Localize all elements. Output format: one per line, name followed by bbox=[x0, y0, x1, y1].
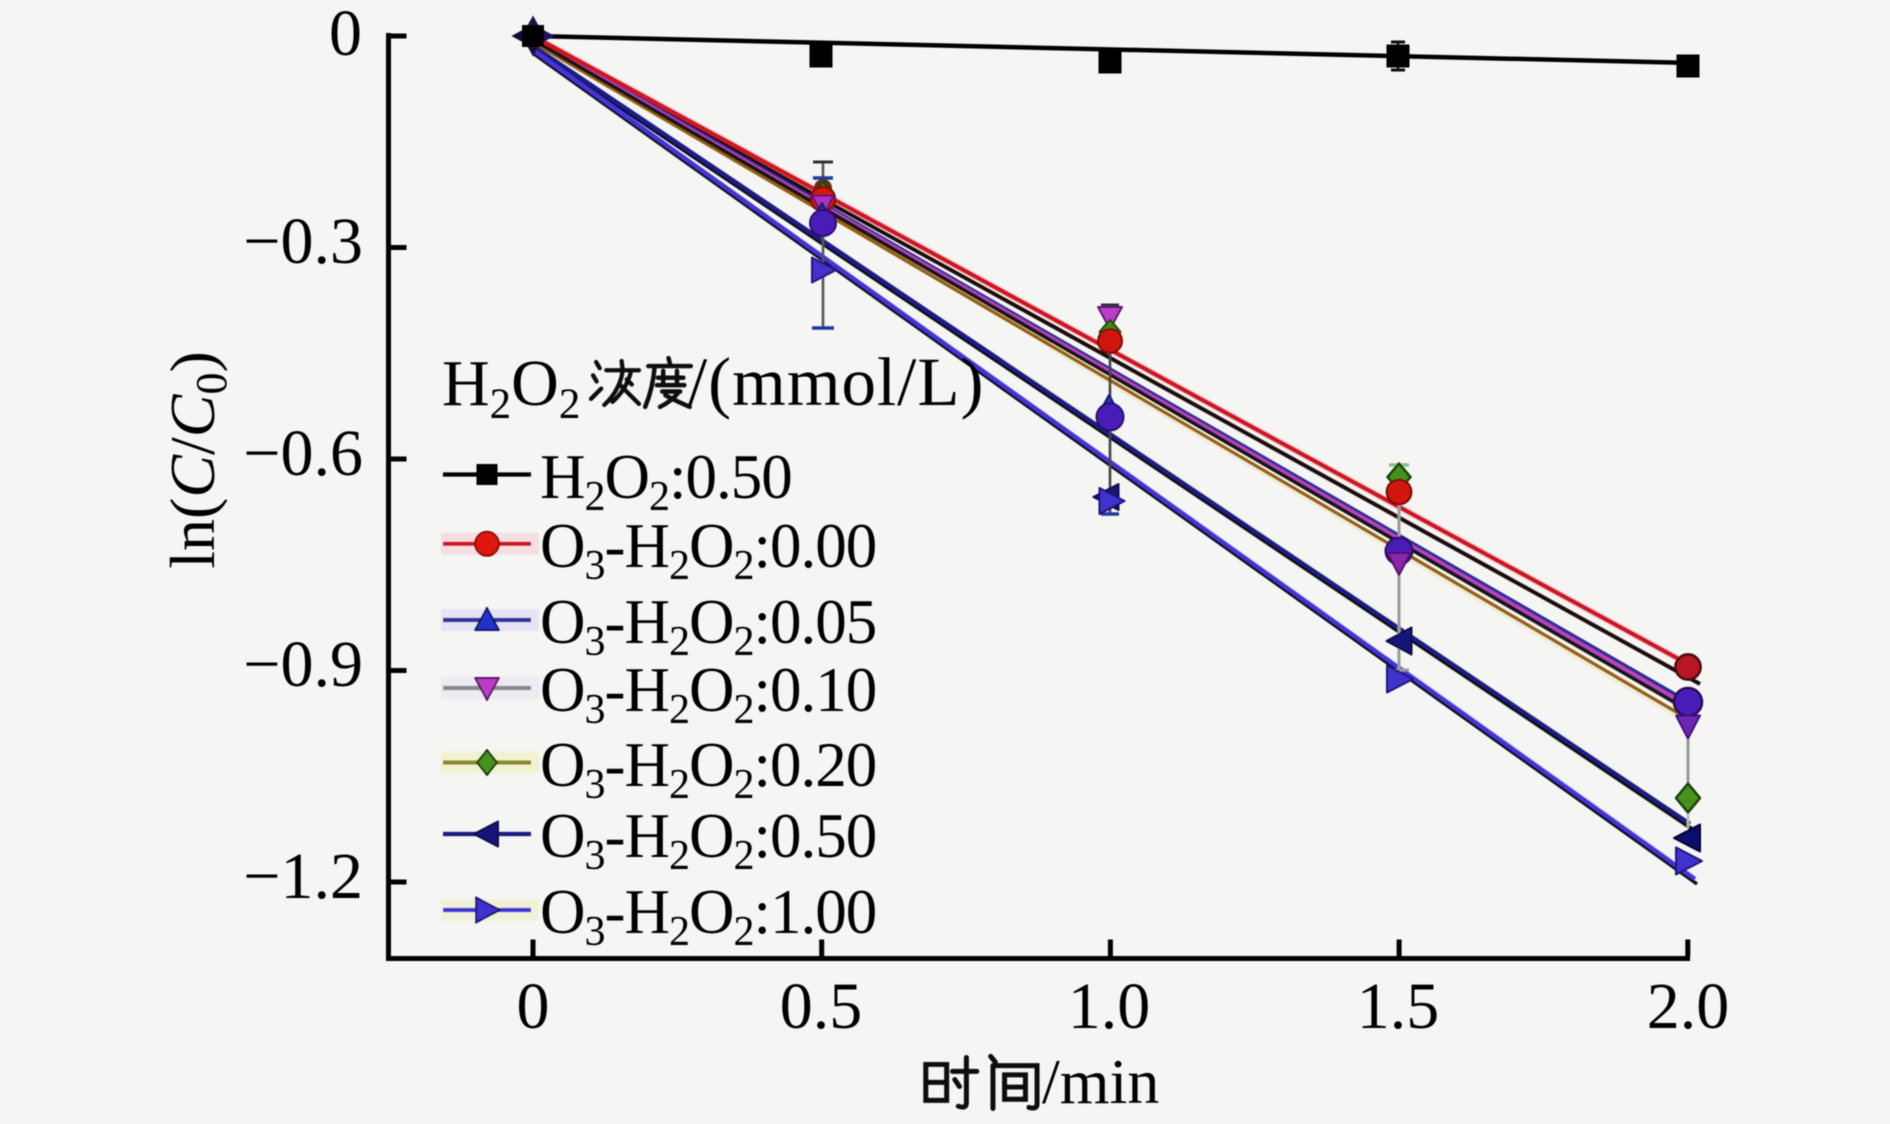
svg-text:O3-H2O2:0.00: O3-H2O2:0.00 bbox=[540, 511, 876, 589]
svg-text:0.5: 0.5 bbox=[780, 970, 863, 1043]
svg-text:−0.3: −0.3 bbox=[243, 205, 363, 278]
svg-text:−0.6: −0.6 bbox=[243, 417, 363, 490]
svg-text:1.5: 1.5 bbox=[1357, 970, 1440, 1043]
svg-text:−0.9: −0.9 bbox=[243, 628, 363, 701]
svg-text:−1.2: −1.2 bbox=[243, 840, 363, 913]
svg-text:H2O2:0.50: H2O2:0.50 bbox=[540, 442, 792, 520]
svg-text:0: 0 bbox=[517, 970, 550, 1043]
svg-text:0: 0 bbox=[329, 0, 362, 70]
svg-text:O3-H2O2:0.50: O3-H2O2:0.50 bbox=[540, 801, 876, 879]
svg-text:H2O2: H2O2 bbox=[442, 347, 580, 428]
svg-text:O3-H2O2:1.00: O3-H2O2:1.00 bbox=[540, 877, 876, 955]
svg-text:/min: /min bbox=[1042, 1046, 1159, 1117]
svg-text:1.0: 1.0 bbox=[1068, 970, 1151, 1043]
svg-text:2.0: 2.0 bbox=[1647, 970, 1730, 1043]
svg-text:/(mmol/L): /(mmol/L) bbox=[688, 344, 984, 420]
svg-text:O3-H2O2:0.20: O3-H2O2:0.20 bbox=[540, 730, 876, 808]
svg-text:ln(C/C0): ln(C/C0) bbox=[157, 351, 236, 569]
